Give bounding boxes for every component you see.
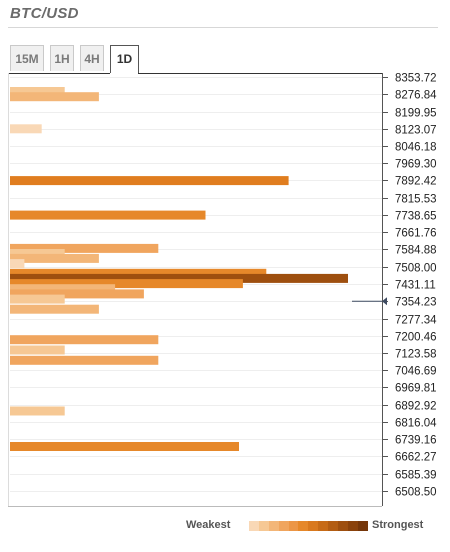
chart-title: BTC/USD [10,5,79,22]
y-tick-label: 7738.65 [395,211,437,223]
y-tick-label: 6662.27 [395,452,437,464]
y-tick-label: 8046.18 [395,142,437,154]
legend-ramp-swatch [258,521,269,531]
confluence-bar [10,279,243,289]
y-tick-label: 8199.95 [395,108,437,120]
y-tick-label: 7046.69 [395,366,437,378]
confluence-bar [10,87,65,96]
tab-4h[interactable]: 4H [80,45,104,71]
tab-1h[interactable]: 1H [50,45,74,71]
confluence-bar [10,176,289,186]
confluence-bar [10,289,144,299]
confluence-bar [10,273,348,283]
confluence-bar [10,124,42,134]
y-tick-label: 7969.30 [395,159,437,171]
legend-weakest-label: Weakest [186,519,231,531]
confluence-bar [10,355,159,365]
y-tick-label: 6816.04 [395,418,437,430]
title-divider [8,27,438,28]
y-tick-label: 6508.50 [395,487,437,499]
confluence-bar [10,92,99,102]
y-tick-label: 7508.00 [395,263,437,275]
y-tick-label: 6585.39 [395,470,437,482]
y-tick-label: 6739.16 [395,435,437,447]
tab-1d[interactable]: 1D [110,45,139,73]
y-tick-label: 6969.81 [395,383,437,395]
confluence-bar [10,335,159,345]
confluence-bar [10,294,65,304]
confluence-bar [10,268,267,278]
legend-ramp-swatch [357,521,368,531]
y-tick-label: 7354.23 [395,297,437,309]
legend-ramp-swatch [318,521,329,531]
confluence-bar [10,243,159,253]
legend-ramp-swatch [268,521,279,531]
y-tick-label: 8276.84 [395,90,437,102]
confluence-bar [10,249,65,258]
confluence-bar [10,442,239,451]
legend-ramp-swatch [288,521,299,531]
y-tick-label: 6892.92 [395,401,437,413]
y-tick-label: 7892.42 [395,176,437,188]
legend-ramp-swatch [249,521,259,531]
confluence-bar [10,304,99,314]
confluence-bar [10,406,65,416]
y-tick-label: 8123.07 [395,125,437,137]
legend-ramp-swatch [328,521,339,531]
legend-ramp-swatch [308,521,319,531]
y-tick-label: 7815.53 [395,194,437,206]
y-tick-label: 7200.46 [395,332,437,344]
confluence-bar [10,259,25,269]
y-tick-label: 7431.11 [395,280,436,292]
legend-ramp-swatch [347,521,358,531]
y-tick-label: 7584.88 [395,245,437,257]
confluence-bar [10,345,65,355]
confluence-bar [10,210,206,220]
tab-15m[interactable]: 15M [10,45,44,71]
confluence-bar [10,284,116,294]
y-tick-label: 8353.72 [395,73,437,85]
current-price-marker [382,297,387,306]
y-tick-label: 7661.76 [395,228,437,240]
legend-strongest-label: Strongest [372,519,424,531]
y-tick-label: 7277.34 [395,315,437,327]
y-tick-label: 7123.58 [395,349,437,361]
legend-ramp-swatch [278,521,289,531]
confluence-bar [10,253,99,263]
legend-strength-ramp [249,521,368,531]
legend-ramp-swatch [298,521,309,531]
legend-ramp-swatch [338,521,348,531]
